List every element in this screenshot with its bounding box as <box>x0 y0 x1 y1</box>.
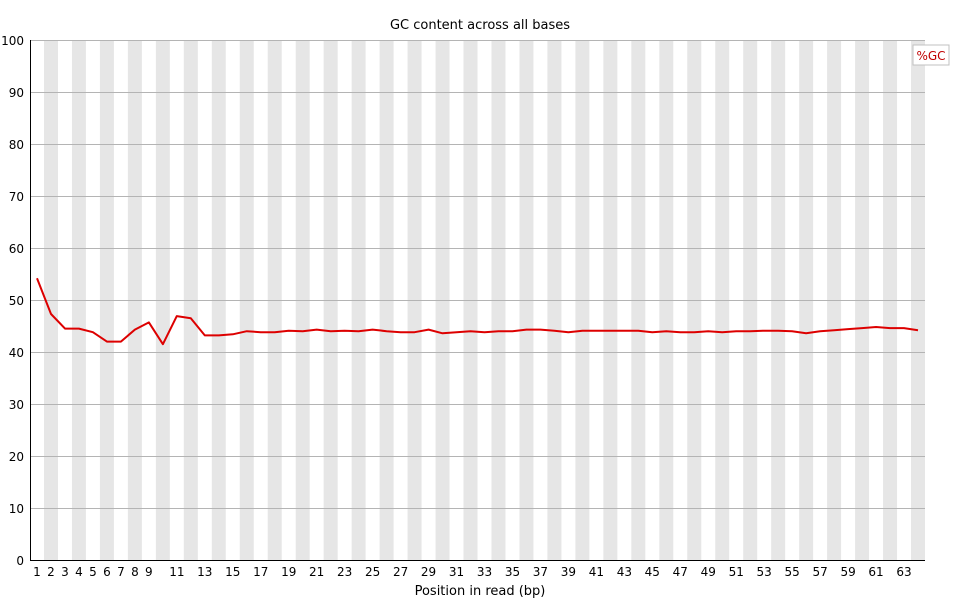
y-tick-label: 50 <box>9 294 24 308</box>
grid-lines <box>30 40 925 509</box>
x-tick-label: 23 <box>337 565 352 579</box>
x-tick-label: 8 <box>131 565 139 579</box>
x-tick-labels: 1 2 3 4 5 6 7 8 9 11 13 15 17 19 21 23 25 27 29 31 33 35 37 39 4… <box>33 565 911 579</box>
x-tick-label: 25 <box>365 565 380 579</box>
x-tick-label: 39 <box>561 565 576 579</box>
y-tick-label: 30 <box>9 398 24 412</box>
x-tick-label: 59 <box>840 565 855 579</box>
x-tick-label: 61 <box>868 565 883 579</box>
series-layer <box>36 277 919 346</box>
x-tick-label: 41 <box>589 565 604 579</box>
x-tick-label: 9 <box>145 565 153 579</box>
x-tick-label: 55 <box>785 565 800 579</box>
y-tick-label: 40 <box>9 346 24 360</box>
x-tick-label: 21 <box>309 565 324 579</box>
x-tick-label: 27 <box>393 565 408 579</box>
legend: %GC <box>912 44 950 66</box>
x-tick-label: 45 <box>645 565 660 579</box>
legend-box <box>912 44 950 66</box>
x-tick-label: 7 <box>117 565 125 579</box>
x-tick-label: 57 <box>812 565 827 579</box>
x-tick-label: 15 <box>225 565 240 579</box>
x-tick-label: 29 <box>421 565 436 579</box>
x-tick-label: 35 <box>505 565 520 579</box>
x-tick-label: 17 <box>253 565 268 579</box>
axes <box>30 40 925 561</box>
x-tick-label: 63 <box>896 565 911 579</box>
x-tick-label: 31 <box>449 565 464 579</box>
chart-title: GC content across all bases <box>390 18 570 33</box>
series-line-gc <box>36 277 919 346</box>
y-tick-label: 0 <box>16 554 24 568</box>
x-tick-label: 3 <box>61 565 69 579</box>
legend-label: %GC <box>916 49 945 63</box>
y-tick-label: 90 <box>9 86 24 100</box>
y-tick-label: 100 <box>1 34 24 48</box>
x-tick-label: 4 <box>75 565 83 579</box>
y-tick-label: 70 <box>9 190 24 204</box>
x-tick-label: 19 <box>281 565 296 579</box>
x-tick-label: 51 <box>729 565 744 579</box>
x-axis-label: Position in read (bp) <box>415 584 546 599</box>
y-tick-labels: 0 10 20 30 40 50 60 70 80 90 100 <box>1 34 24 568</box>
x-tick-label: 49 <box>701 565 716 579</box>
x-tick-label: 33 <box>477 565 492 579</box>
x-tick-label: 43 <box>617 565 632 579</box>
x-tick-label: 37 <box>533 565 548 579</box>
x-tick-label: 53 <box>757 565 772 579</box>
x-tick-label: 5 <box>89 565 97 579</box>
y-tick-label: 60 <box>9 242 24 256</box>
x-tick-label: 6 <box>103 565 111 579</box>
x-tick-label: 11 <box>169 565 184 579</box>
x-tick-label: 1 <box>33 565 41 579</box>
y-tick-label: 10 <box>9 502 24 516</box>
x-tick-label: 13 <box>197 565 212 579</box>
y-tick-label: 80 <box>9 138 24 152</box>
y-tick-label: 20 <box>9 450 24 464</box>
x-tick-label: 2 <box>47 565 55 579</box>
x-tick-label: 47 <box>673 565 688 579</box>
